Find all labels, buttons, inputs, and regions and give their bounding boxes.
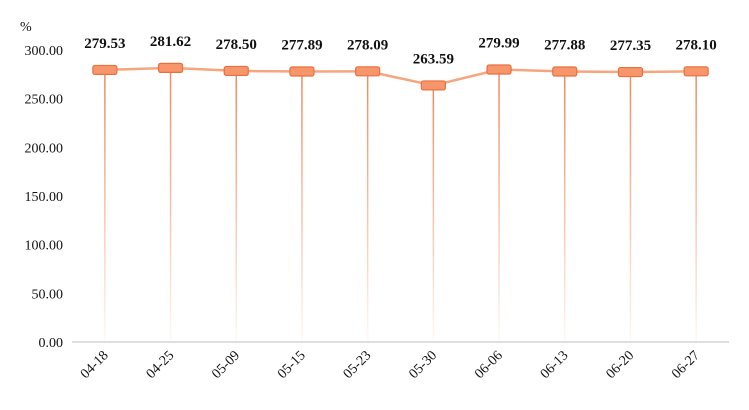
data-label: 278.10 bbox=[676, 37, 717, 53]
drop-line bbox=[564, 71, 566, 342]
x-tick-label: 04-25 bbox=[144, 348, 178, 382]
data-label: 263.59 bbox=[413, 51, 454, 67]
y-tick-label: 0.00 bbox=[39, 336, 64, 351]
x-tick-label: 06-06 bbox=[472, 348, 506, 382]
drop-line bbox=[629, 72, 632, 343]
y-axis-unit: % bbox=[20, 20, 32, 35]
y-tick-label: 100.00 bbox=[25, 239, 64, 254]
drop-line bbox=[695, 71, 697, 342]
x-axis-ticks: 04-18 04-25 05-09 05-15 05-23 05-30 06-06 06-13… bbox=[78, 348, 703, 382]
y-tick-label: 150.00 bbox=[25, 190, 64, 205]
data-label: 279.53 bbox=[84, 36, 125, 52]
x-tick-label: 04-18 bbox=[78, 348, 112, 382]
data-point-marker bbox=[617, 66, 644, 78]
data-label: 277.89 bbox=[281, 38, 322, 54]
drop-lines bbox=[104, 67, 697, 343]
data-point-marker bbox=[486, 64, 512, 75]
data-label: 279.99 bbox=[478, 35, 519, 51]
data-point-marker bbox=[92, 64, 118, 76]
y-tick-label: 200.00 bbox=[25, 141, 64, 156]
series-markers bbox=[92, 62, 709, 91]
data-label: 278.50 bbox=[216, 37, 257, 53]
x-tick-label: 05-09 bbox=[209, 348, 243, 382]
data-point-marker bbox=[552, 66, 578, 77]
y-tick-label: 300.00 bbox=[25, 44, 64, 59]
y-tick-label: 250.00 bbox=[25, 93, 64, 108]
drop-line bbox=[169, 67, 172, 343]
drop-line bbox=[104, 69, 106, 342]
y-tick-label: 50.00 bbox=[32, 287, 64, 302]
data-label: 277.35 bbox=[610, 38, 651, 54]
data-label: 278.09 bbox=[347, 37, 388, 53]
data-label: 277.88 bbox=[544, 38, 585, 54]
data-point-marker bbox=[683, 66, 709, 77]
data-label: 281.62 bbox=[150, 34, 191, 50]
data-point-marker bbox=[157, 62, 184, 73]
data-point-marker bbox=[355, 66, 381, 77]
data-point-marker bbox=[289, 66, 315, 77]
series-line bbox=[104, 66, 697, 87]
data-point-marker bbox=[420, 80, 446, 91]
x-tick-label: 06-20 bbox=[604, 348, 638, 382]
data-point-marker bbox=[223, 65, 249, 77]
drop-line bbox=[432, 85, 435, 343]
drop-line bbox=[366, 71, 369, 342]
drop-line bbox=[235, 70, 237, 342]
x-tick-label: 05-30 bbox=[406, 348, 440, 382]
data-labels: 279.53 281.62 278.50 277.89 278.09 263.59 279.… bbox=[84, 34, 717, 68]
x-tick-label: 05-23 bbox=[341, 348, 375, 382]
y-axis-ticks: 0.00 50.00 100.00 150.00 200.00 250.00 300.00 bbox=[25, 44, 64, 351]
x-tick-label: 06-27 bbox=[669, 348, 703, 382]
x-tick-label: 05-15 bbox=[275, 348, 309, 382]
x-tick-label: 06-13 bbox=[538, 348, 572, 382]
drop-line bbox=[498, 69, 500, 342]
drop-line bbox=[301, 71, 303, 343]
